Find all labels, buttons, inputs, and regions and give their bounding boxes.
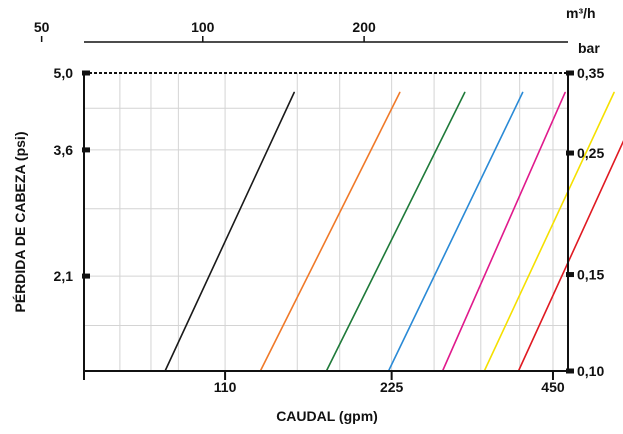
- y-tick-label: 5,0: [54, 65, 74, 81]
- right-tick-label: 0,35: [577, 65, 604, 81]
- series-line: [164, 91, 295, 372]
- series-line: [259, 91, 401, 372]
- y-tick-label: 2,1: [54, 268, 74, 284]
- y-tick: [82, 273, 90, 279]
- y-tick: [82, 147, 90, 153]
- right-tick-label: 0,25: [577, 145, 604, 161]
- x-tick-label: 450: [541, 379, 565, 395]
- tick-marks: [40, 36, 574, 380]
- grid: [84, 73, 568, 371]
- right-tick: [566, 368, 574, 374]
- right-tick: [566, 70, 574, 76]
- series-line: [325, 91, 466, 372]
- right-axis-unit: bar: [578, 40, 600, 56]
- right-tick-label: 0,15: [577, 267, 604, 283]
- x-tick-label: 110: [214, 379, 237, 395]
- top-tick-label: 200: [352, 19, 376, 35]
- right-tick: [566, 272, 574, 278]
- series-lines: [164, 91, 623, 372]
- y-tick: [82, 70, 90, 76]
- series-line: [483, 91, 615, 372]
- right-tick: [566, 150, 574, 156]
- tick-labels: 1102254502,13,65,01025501002000,100,150,…: [34, 19, 605, 395]
- series-line: [387, 91, 524, 372]
- top-axis-unit: m³/h: [566, 5, 596, 21]
- y-axis-title: PÉRDIDA DE CABEZA (psi): [12, 132, 28, 313]
- right-tick-label: 0,10: [577, 363, 604, 379]
- y-tick-label: 3,6: [54, 142, 74, 158]
- series-line: [441, 91, 566, 372]
- x-tick-label: 225: [380, 379, 404, 395]
- x-axis-title: CAUDAL (gpm): [276, 408, 378, 424]
- series-line: [517, 140, 623, 372]
- top-tick-label: 50: [34, 19, 50, 35]
- top-tick-label: 100: [191, 19, 215, 35]
